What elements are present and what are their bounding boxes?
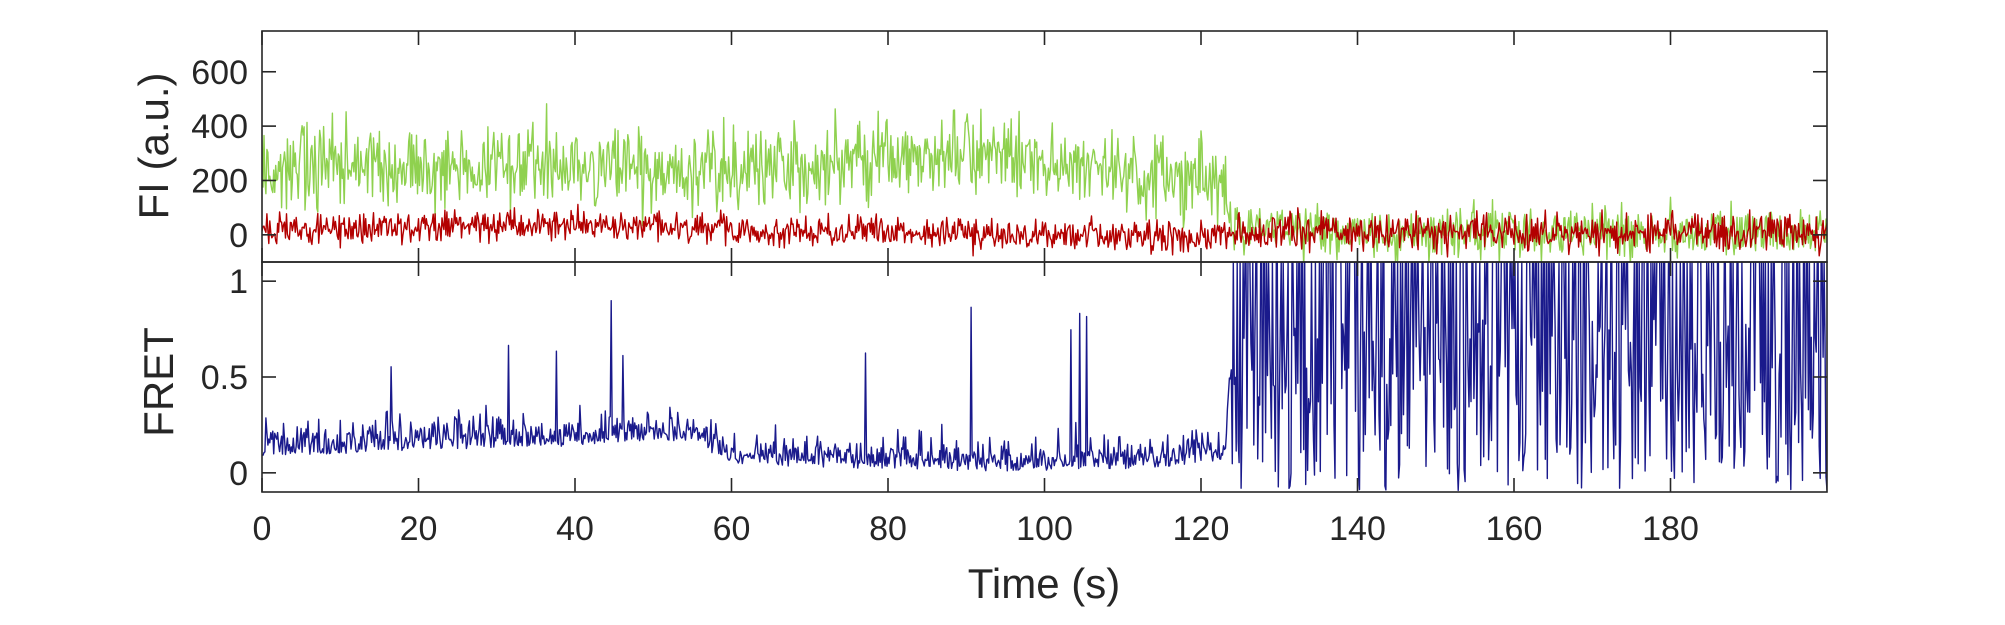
fluorescence-trace-series-0	[262, 103, 1827, 262]
time-x-tick-label: 120	[1173, 510, 1230, 548]
time-x-tick-label: 160	[1486, 510, 1543, 548]
fluorescence-y-tick-label: 0	[229, 217, 248, 255]
fret-y-tick-label: 1	[229, 263, 248, 301]
time-x-tick-label: 100	[1016, 510, 1073, 548]
fluorescence-y-tick-label: 400	[191, 108, 248, 146]
time-x-tick-label: 180	[1642, 510, 1699, 548]
time-x-tick-label: 140	[1329, 510, 1386, 548]
label-layer: FI (a.u.) FRET Time (s)	[130, 72, 1120, 607]
time-x-tick-label: 20	[400, 510, 438, 548]
fret-trace-series-0	[262, 262, 1827, 492]
fret-y-tick-label: 0	[229, 455, 248, 493]
fret-y-tick-label: 0.5	[201, 359, 248, 397]
time-x-tick-label: 0	[253, 510, 272, 548]
fret-y-axis-label: FRET	[135, 327, 182, 437]
time-x-tick-label: 40	[556, 510, 594, 548]
fluorescence-y-axis-label: FI (a.u.)	[130, 72, 177, 219]
fluorescence-trace-series-1	[262, 203, 1827, 258]
fluorescence-y-tick-label: 600	[191, 54, 248, 92]
time-x-tick-label: 60	[713, 510, 751, 548]
trace-layer	[262, 103, 1827, 492]
axes-layer: 0 200 400 600 0 0.5 1 0 20 40 60 80 100 120 140 160 180	[191, 30, 1828, 548]
time-x-axis-label: Time (s)	[968, 560, 1120, 607]
time-x-tick-label: 80	[869, 510, 907, 548]
fluorescence-y-tick-label: 200	[191, 162, 248, 200]
